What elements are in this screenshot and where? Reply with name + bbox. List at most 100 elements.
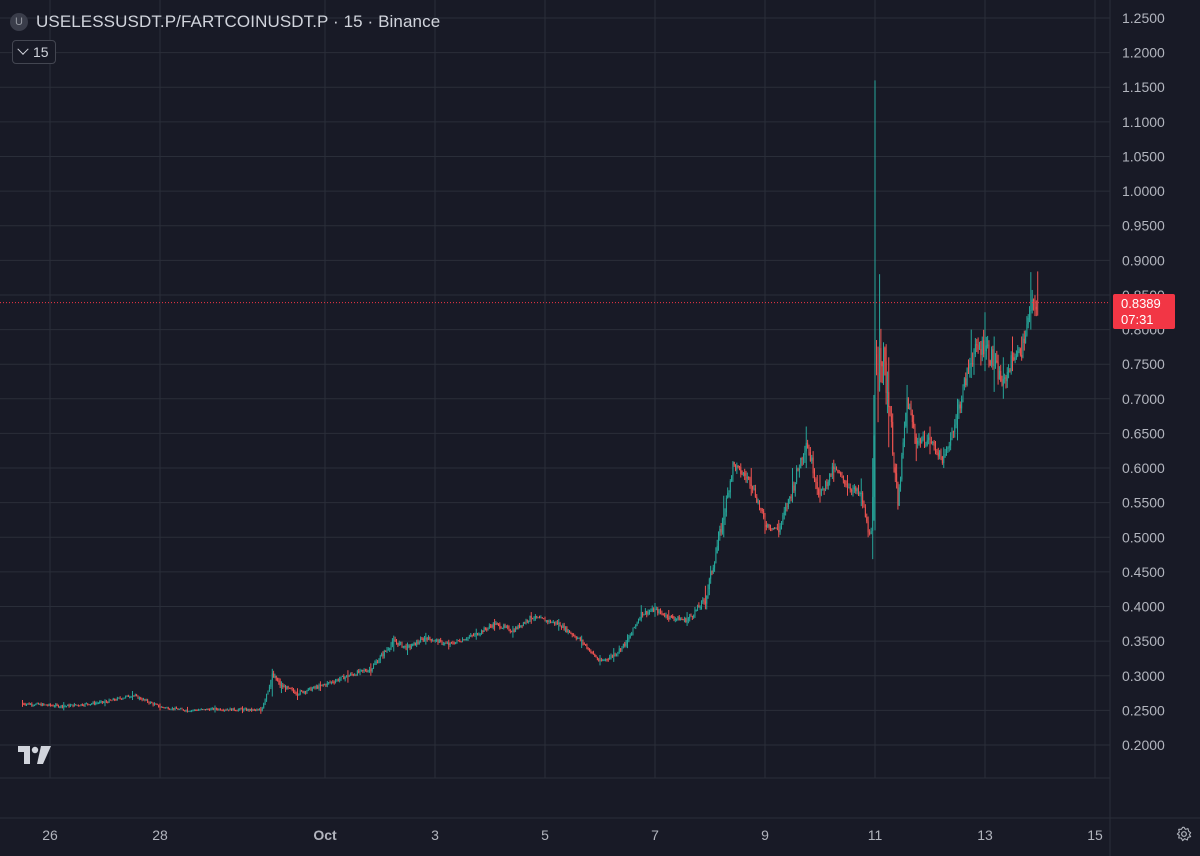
candle-body	[794, 482, 796, 491]
candle-body	[43, 703, 45, 705]
candle-body	[741, 473, 743, 475]
candle-body	[1000, 370, 1002, 381]
price-series[interactable]	[0, 80, 1110, 714]
candle-body	[352, 674, 354, 676]
candle-body	[719, 529, 721, 536]
candle-body	[643, 614, 645, 616]
candle-body	[416, 641, 418, 646]
candle-body	[218, 708, 220, 710]
candle-body	[260, 709, 262, 711]
candle-body	[657, 609, 659, 614]
candle-body	[116, 697, 118, 701]
symbol-badge[interactable]: U	[10, 13, 28, 31]
candle-body	[330, 681, 332, 683]
candle-body	[1022, 338, 1024, 358]
candle-body	[282, 685, 284, 688]
candle-body	[36, 703, 38, 705]
candle-body	[1008, 370, 1010, 372]
candle-body	[426, 638, 428, 640]
candle-body	[462, 639, 463, 642]
candle-body	[522, 622, 524, 626]
candle-body	[554, 621, 556, 624]
candle-body	[366, 671, 368, 673]
candle-body	[778, 529, 780, 533]
candle-body	[453, 643, 455, 645]
candle-body	[490, 625, 492, 627]
candle-body	[69, 705, 71, 707]
candle-body	[991, 349, 993, 365]
candle-body	[512, 630, 514, 632]
candle-body	[394, 639, 396, 642]
candle-body	[41, 703, 43, 706]
gear-icon[interactable]	[1176, 826, 1192, 842]
candle-body	[126, 695, 128, 697]
candle-body	[278, 680, 280, 682]
candle-body	[134, 695, 136, 697]
candle-body	[152, 703, 154, 705]
candle-body	[753, 488, 755, 490]
candle-body	[903, 426, 905, 443]
candle-body	[831, 466, 833, 476]
candle-body	[935, 445, 936, 451]
candle-body	[467, 637, 469, 639]
candle-body	[825, 482, 826, 491]
symbol-title[interactable]: USELESSUSDT.P/FARTCOINUSDT.P · 15 · Bina…	[36, 12, 441, 31]
candle-body	[252, 709, 254, 711]
candle-body	[556, 622, 558, 625]
candle-body	[244, 708, 246, 710]
candle-body	[371, 668, 373, 672]
candle-body	[1027, 317, 1029, 325]
candle-body	[402, 645, 404, 648]
candle-body	[640, 611, 642, 619]
candle-body	[457, 640, 459, 642]
candle-body	[1001, 380, 1003, 386]
candle-body	[379, 656, 381, 661]
candle-body	[521, 625, 523, 627]
candle-body	[661, 612, 663, 614]
candle-body	[1006, 371, 1008, 382]
candle-body	[409, 645, 411, 648]
candle-body	[64, 706, 66, 708]
candle-body	[515, 627, 517, 632]
candle-body	[367, 670, 369, 672]
candle-body	[829, 473, 831, 482]
candle-body	[725, 498, 727, 513]
candle-body	[529, 615, 531, 621]
candle-body	[647, 611, 649, 615]
candle-body	[609, 657, 611, 660]
candle-body	[669, 615, 671, 619]
candle-body	[267, 690, 269, 695]
candle-body	[482, 630, 484, 632]
candle-body	[948, 445, 950, 448]
candle-body	[215, 708, 217, 710]
candle-body	[229, 708, 231, 711]
candle-body	[738, 466, 740, 468]
candle-body	[198, 709, 199, 711]
candle-body	[96, 702, 98, 704]
candle-body	[677, 616, 679, 619]
candle-body	[29, 703, 31, 705]
tradingview-logo-icon[interactable]	[18, 746, 52, 764]
candle-body	[486, 629, 488, 631]
candle-body	[336, 679, 338, 681]
candle-body	[873, 435, 875, 497]
candle-body	[299, 690, 301, 695]
x-tick-label: 15	[1087, 827, 1103, 843]
candle-body	[255, 709, 257, 711]
candle-body	[387, 649, 389, 651]
candle-body	[165, 707, 166, 709]
candle-body	[618, 648, 620, 653]
candle-body	[475, 633, 477, 635]
candle-body	[55, 704, 57, 707]
interval-button[interactable]: 15	[12, 40, 56, 64]
y-tick-label: 0.9000	[1122, 252, 1165, 268]
candle-body	[544, 618, 546, 622]
candle-body	[614, 654, 616, 656]
candle-body	[767, 524, 769, 527]
candle-body	[127, 695, 129, 697]
candle-body	[1034, 300, 1036, 307]
candle-body	[68, 704, 70, 707]
candle-body	[587, 648, 589, 650]
candle-body	[495, 623, 497, 625]
